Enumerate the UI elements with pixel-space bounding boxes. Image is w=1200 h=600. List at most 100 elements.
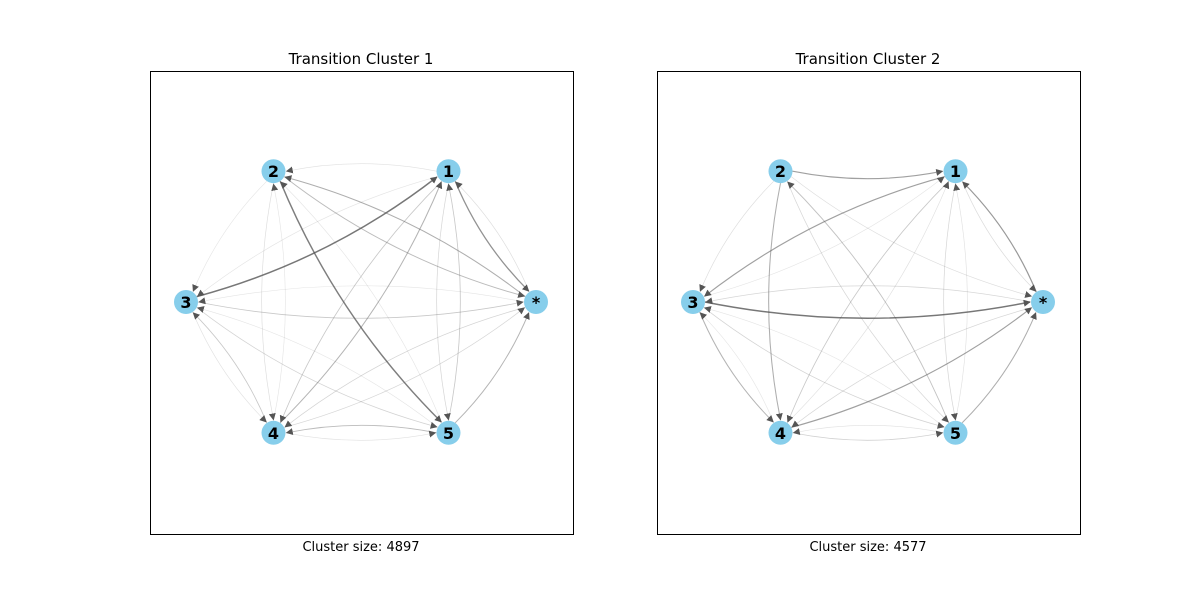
edge-star-to-4 [791, 307, 1033, 428]
edge-4-to-5 [792, 430, 944, 441]
edge-1-to-star [961, 181, 1037, 292]
edge-3-to-star [197, 299, 524, 319]
node-label: 4 [268, 424, 279, 443]
node-label: 5 [950, 424, 961, 443]
edge-4-to-1 [786, 181, 950, 424]
node-circle [524, 290, 548, 314]
node-label: 1 [443, 162, 454, 181]
edge-2-to-5 [279, 180, 442, 423]
node-circle [768, 420, 793, 445]
node-star: * [524, 290, 548, 314]
edge-1-to-3 [704, 176, 945, 297]
node-4: 4 [768, 420, 793, 445]
edge-5-to-4 [285, 424, 437, 435]
edge-4-to-1 [279, 181, 443, 424]
panel-title: Transition Cluster 2 [795, 50, 941, 68]
edge-2-to-star [790, 176, 1033, 298]
node-layer: 1 2 3 4 5 * [681, 159, 1055, 445]
edge-star-to-2 [284, 175, 526, 298]
node-label: * [1039, 293, 1048, 312]
edge-star-to-3 [198, 285, 525, 305]
edge-3-to-1 [703, 176, 945, 297]
node-2: 2 [768, 159, 793, 184]
edge-1-to-4 [279, 180, 443, 423]
edge-3-to-5 [703, 307, 945, 429]
panel-title: Transition Cluster 1 [288, 50, 434, 68]
edge-2-to-star [283, 176, 526, 298]
edge-2-to-3 [192, 180, 268, 292]
node-1: 1 [943, 159, 968, 184]
node-label: 3 [180, 293, 191, 312]
node-circle [436, 420, 461, 445]
edge-5-to-star [454, 312, 530, 424]
node-layer: 1 2 3 4 5 * [174, 159, 548, 445]
node-circle [261, 420, 286, 445]
edge-5-to-2 [787, 181, 950, 423]
node-1: 1 [436, 159, 461, 184]
edge-1-to-star [454, 180, 530, 292]
node-2: 2 [261, 159, 286, 184]
node-3: 3 [174, 290, 198, 314]
edge-5-to-1 [446, 183, 461, 421]
edge-5-to-star [961, 312, 1037, 424]
edge-2-to-4 [768, 183, 783, 421]
edge-1-to-2 [285, 163, 437, 174]
panel-cluster-2: Transition Cluster 2 1 2 3 4 5 * Cluster size… [657, 50, 1081, 555]
edge-5-to-2 [280, 181, 443, 423]
edge-5-to-3 [703, 306, 945, 428]
edge-4-to-2 [271, 183, 286, 421]
node-circle [1031, 290, 1055, 314]
edge-5-to-1 [953, 183, 968, 421]
edge-4-to-3 [699, 312, 775, 423]
edge-4-to-5 [285, 430, 437, 441]
edge-2-to-1 [792, 169, 944, 180]
edge-2-to-3 [699, 180, 775, 292]
node-circle [768, 159, 793, 184]
node-circle [943, 420, 968, 445]
edge-star-to-1 [455, 181, 530, 293]
node-label: 5 [443, 424, 454, 443]
edge-layer [192, 163, 530, 441]
edge-star-to-4 [284, 307, 526, 428]
node-circle [436, 159, 461, 184]
edge-3-to-4 [192, 311, 267, 423]
edge-layer [699, 169, 1037, 441]
edge-1-to-5 [943, 183, 958, 421]
node-3: 3 [681, 290, 705, 314]
edge-3-to-1 [196, 176, 438, 298]
edge-2-to-5 [786, 181, 949, 423]
edge-3-to-5 [196, 307, 438, 429]
edge-1-to-3 [197, 176, 438, 297]
node-label: 2 [775, 162, 786, 181]
edge-star-to-1 [962, 181, 1037, 293]
cluster-size-caption: Cluster size: 4897 [302, 540, 419, 555]
edge-1-to-4 [786, 180, 950, 423]
edge-5-to-4 [792, 425, 944, 435]
edge-3-to-4 [699, 311, 774, 423]
node-circle [943, 159, 968, 184]
node-5: 5 [943, 420, 968, 445]
node-4: 4 [261, 420, 286, 445]
edge-3-to-star [704, 299, 1031, 319]
node-label: 4 [775, 424, 786, 443]
edge-4-to-star [284, 307, 525, 428]
node-5: 5 [436, 420, 461, 445]
edge-2-to-4 [261, 183, 276, 421]
node-circle [681, 290, 705, 314]
node-circle [174, 290, 198, 314]
edge-4-to-star [791, 307, 1032, 428]
node-label: 3 [687, 293, 698, 312]
node-label: 1 [950, 162, 961, 181]
cluster-size-caption: Cluster size: 4577 [809, 540, 926, 555]
edge-star-to-3 [705, 285, 1032, 305]
panel-frame [150, 71, 574, 535]
node-label: 2 [268, 162, 279, 181]
node-star: * [1031, 290, 1055, 314]
panel-frame [657, 71, 1081, 535]
edge-1-to-5 [436, 183, 451, 421]
edge-4-to-3 [192, 312, 268, 423]
panel-cluster-1: Transition Cluster 1 1 2 3 4 5 * Cluster size… [150, 50, 574, 555]
node-circle [261, 159, 286, 184]
edge-5-to-3 [196, 306, 438, 428]
